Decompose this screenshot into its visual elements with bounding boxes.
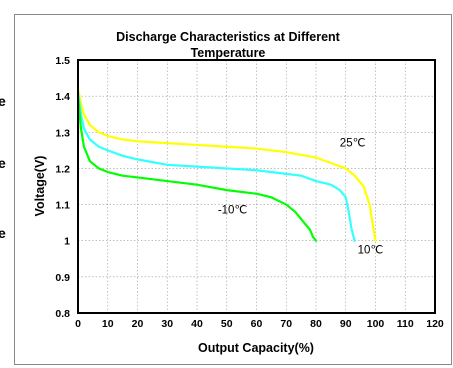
y-tick-label: 0.9 bbox=[55, 272, 70, 284]
x-tick-label: 80 bbox=[310, 318, 322, 330]
side-mark-1: e bbox=[0, 93, 6, 109]
x-tick-label: 30 bbox=[161, 318, 173, 330]
x-tick-label: 20 bbox=[132, 318, 144, 330]
y-tick-label: 1.2 bbox=[55, 163, 70, 175]
x-tick-label: 110 bbox=[397, 318, 414, 330]
chart-title-line-1: Discharge Characteristics at Different bbox=[116, 30, 341, 44]
curve-label: 10℃ bbox=[358, 244, 384, 256]
chart-title-line-2: Temperature bbox=[191, 46, 266, 60]
x-axis-label: Output Capacity(%) bbox=[198, 341, 314, 355]
series-lines bbox=[76, 87, 377, 242]
side-mark-2: e bbox=[0, 155, 6, 171]
x-tick-label: 0 bbox=[75, 318, 81, 330]
x-tick-label: 50 bbox=[221, 318, 233, 330]
y-tick-label: 1.5 bbox=[55, 55, 70, 67]
side-mark-3: e bbox=[0, 225, 6, 241]
x-tick-label: 100 bbox=[367, 318, 385, 330]
x-tick-label: 70 bbox=[280, 318, 292, 330]
y-tick-label: 1.3 bbox=[55, 127, 70, 139]
plot-area-border bbox=[77, 59, 436, 314]
curve-label: 25℃ bbox=[340, 138, 366, 150]
series-line--10c bbox=[76, 95, 318, 242]
y-tick-label: 1.4 bbox=[55, 91, 70, 103]
grid-lines bbox=[78, 60, 435, 313]
y-tick-label: 1.1 bbox=[55, 200, 70, 212]
figure-border bbox=[14, 14, 452, 365]
y-tick-label: 0.8 bbox=[55, 308, 70, 320]
x-tick-label: 60 bbox=[251, 318, 263, 330]
axis-ticks: 0 10 20 30 40 50 60 70 80 90 100 110 120 0.8 0.9 1 1.1 1.… bbox=[55, 55, 444, 330]
curve-label: -10℃ bbox=[218, 205, 248, 217]
x-tick-label: 10 bbox=[102, 318, 114, 330]
y-axis-label: Voltage(V) bbox=[33, 156, 47, 217]
x-tick-label: 120 bbox=[426, 318, 444, 330]
series-line-25c bbox=[76, 87, 377, 242]
y-tick-label: 1 bbox=[64, 236, 70, 248]
x-tick-label: 40 bbox=[191, 318, 203, 330]
series-line-10c bbox=[76, 91, 356, 242]
x-tick-label: 90 bbox=[340, 318, 352, 330]
curve-annotations: 25℃ -10℃ 10℃ bbox=[218, 138, 384, 257]
